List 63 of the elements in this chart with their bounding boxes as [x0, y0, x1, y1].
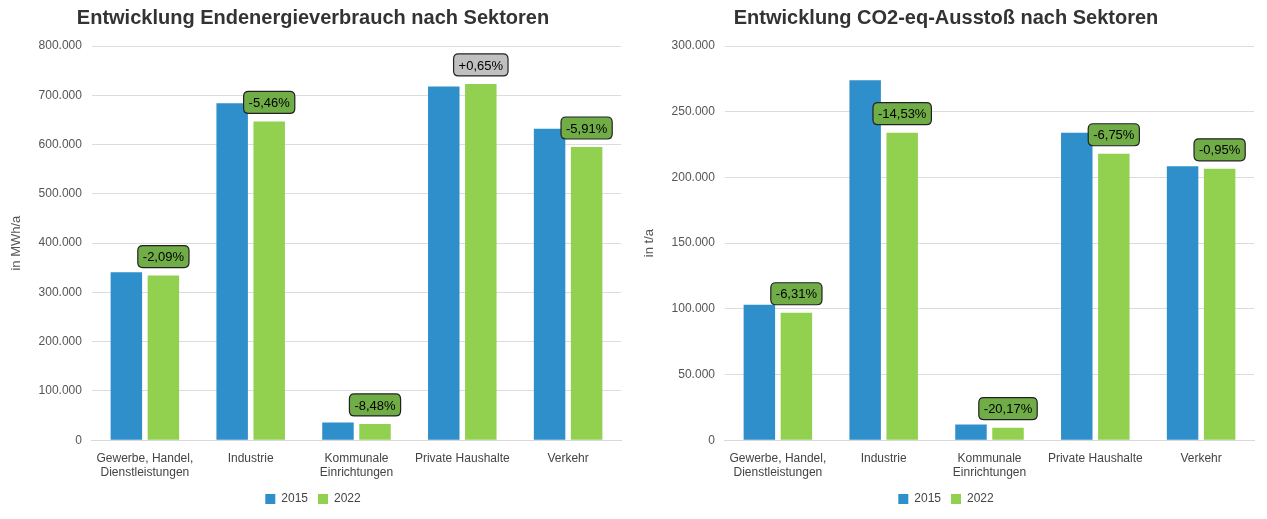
- legend-label: 2015: [281, 491, 309, 506]
- y-tick-label: 0: [708, 432, 716, 447]
- y-tick-label: 250.000: [671, 104, 716, 119]
- y-tick-label: 600.000: [38, 136, 83, 151]
- annotation: -20,17%: [983, 401, 1033, 417]
- bar: [570, 147, 603, 440]
- bar: [359, 423, 391, 440]
- x-tick-label: Private Haushalte: [414, 450, 510, 465]
- x-tick-label: Gewerbe, Handel, Dienstleistungen: [96, 450, 194, 480]
- legend-label: 2015: [914, 491, 942, 506]
- chart-title: Entwicklung Endenergieverbrauch nach Sektoren: [76, 5, 550, 28]
- y-tick-label: 100.000: [671, 301, 716, 316]
- bar: [428, 86, 460, 440]
- y-axis-title: in MWh/a: [8, 214, 24, 271]
- annotation: -14,53%: [877, 106, 927, 122]
- bar: [992, 427, 1024, 440]
- y-tick-label: 300.000: [671, 38, 716, 53]
- bar: [743, 304, 776, 440]
- bar: [1166, 166, 1199, 440]
- bar: [780, 312, 813, 440]
- annotation: -8,48%: [354, 397, 397, 413]
- y-tick-label: 0: [75, 432, 83, 447]
- x-tick-label: Kommunale Einrichtungen: [319, 450, 394, 480]
- y-tick-label: 200.000: [671, 169, 716, 184]
- bar: [110, 272, 143, 440]
- annotation: -2,09%: [142, 249, 185, 265]
- y-tick-label: 400.000: [38, 235, 83, 250]
- annotation: -0,95%: [1199, 142, 1241, 158]
- x-tick-label: Industrie: [860, 450, 908, 465]
- annotation: -6,75%: [1093, 127, 1135, 143]
- x-tick-label: Industrie: [227, 450, 275, 465]
- bar: [1203, 168, 1236, 440]
- bar: [955, 424, 987, 440]
- y-tick-label: 150.000: [671, 235, 716, 250]
- x-tick-label: Verkehr: [1180, 450, 1222, 465]
- bar: [322, 422, 354, 440]
- bar: [886, 132, 918, 440]
- bar: [253, 121, 285, 440]
- y-axis-title: in t/a: [641, 228, 657, 258]
- y-tick-label: 500.000: [38, 186, 83, 201]
- bar: [465, 83, 497, 440]
- annotation: -6,31%: [775, 286, 818, 302]
- x-tick-label: Kommunale Einrichtungen: [952, 450, 1027, 480]
- y-tick-label: 50.000: [678, 366, 716, 381]
- x-tick-label: Verkehr: [547, 450, 589, 465]
- y-tick-label: 800.000: [38, 38, 83, 53]
- x-tick-label: Gewerbe, Handel, Dienstleistungen: [729, 450, 827, 480]
- chart-title: Entwicklung CO2-eq-Ausstoß nach Sektoren: [733, 5, 1159, 28]
- y-tick-label: 300.000: [38, 284, 83, 299]
- y-tick-label: 100.000: [38, 383, 83, 398]
- bar: [216, 103, 248, 440]
- x-tick-label: Private Haushalte: [1047, 450, 1143, 465]
- legend-label: 2022: [967, 491, 995, 506]
- bar: [1061, 132, 1093, 440]
- y-tick-label: 200.000: [38, 333, 83, 348]
- annotation: -5,46%: [248, 94, 291, 110]
- bar: [533, 128, 566, 440]
- bar: [1098, 153, 1130, 440]
- y-tick-label: 700.000: [38, 87, 83, 102]
- annotation: +0,65%: [458, 57, 504, 73]
- bar: [147, 275, 180, 440]
- legend-label: 2022: [334, 491, 362, 506]
- annotation: -5,91%: [566, 120, 608, 136]
